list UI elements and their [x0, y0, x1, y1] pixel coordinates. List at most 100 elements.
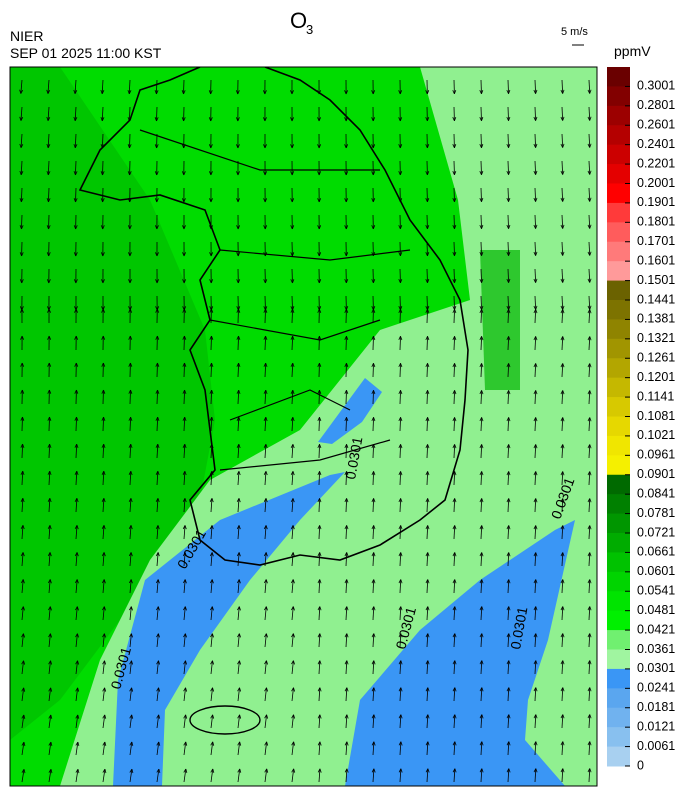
wind-arrow — [508, 215, 509, 229]
wind-arrow — [400, 390, 401, 404]
colorbar-label: 0.0481 — [637, 603, 675, 617]
map — [10, 67, 597, 786]
colorbar-swatch — [607, 125, 630, 145]
wind-arrow — [129, 134, 130, 148]
unit: ppmV — [614, 43, 651, 59]
colorbar-label: 0.1141 — [637, 389, 674, 403]
colorbar-swatch — [607, 203, 630, 223]
colorbar-swatch — [607, 281, 630, 301]
colorbar-label: 0.1021 — [637, 428, 675, 442]
colorbar-swatch — [607, 572, 630, 592]
colorbar-swatch — [607, 630, 630, 650]
colorbar-swatch — [607, 747, 630, 767]
colorbar-swatch — [607, 67, 630, 87]
wind-arrow — [21, 215, 22, 229]
colorbar-label: 0.1081 — [637, 409, 675, 423]
wind-arrow — [508, 107, 509, 121]
wind-arrow — [481, 242, 482, 256]
colorbar-label: 0.0781 — [637, 506, 675, 520]
colorbar-label: 0.1441 — [637, 292, 675, 306]
colorbar-label: 0 — [637, 758, 644, 772]
colorbar-label: 0.2601 — [637, 118, 675, 132]
colorbar-swatch — [607, 222, 630, 242]
wind-arrow — [508, 134, 509, 148]
wind-arrow — [157, 390, 158, 404]
wind-arrow — [454, 269, 455, 283]
colorbar-label: 0.1201 — [637, 370, 675, 384]
colorbar-swatch — [607, 164, 630, 184]
colorbar-label: 0.0421 — [637, 622, 675, 636]
colorbar-swatch — [607, 242, 630, 262]
colorbar-swatch — [607, 455, 630, 475]
colorbar-swatch — [607, 106, 630, 126]
colorbar-swatch — [607, 300, 630, 320]
colorbar-swatch — [607, 378, 630, 398]
source: NIER — [10, 28, 43, 44]
wind-arrow — [400, 417, 401, 431]
colorbar-label: 0.1601 — [637, 253, 675, 267]
colorbar-swatch — [607, 708, 630, 728]
wind-arrow — [481, 215, 482, 229]
colorbar-label: 0.1801 — [637, 215, 675, 229]
wind-arrow — [238, 336, 239, 350]
wind-arrow — [292, 296, 293, 310]
colorbar-swatch — [607, 339, 630, 359]
colorbar-label: 0.2801 — [637, 98, 675, 112]
colorbar-swatch — [607, 727, 630, 747]
datetime: SEP 01 2025 11:00 KST — [10, 45, 162, 61]
colorbar-swatch — [607, 145, 630, 165]
wind-arrow — [400, 363, 401, 377]
colorbar-swatch — [607, 611, 630, 631]
colorbar-label: 0.1321 — [637, 331, 675, 345]
wind-arrow — [481, 188, 482, 202]
colorbar-swatch — [607, 552, 630, 572]
wind-arrow — [319, 417, 320, 431]
colorbar-label: 0.0241 — [637, 681, 675, 695]
colorbar-label: 0.0541 — [637, 584, 675, 598]
wind-arrow — [508, 80, 509, 94]
colorbar-swatch — [607, 261, 630, 281]
wind-arrow — [427, 336, 428, 350]
wind-arrow — [373, 417, 374, 431]
colorbar-label: 0.2401 — [637, 137, 675, 151]
wind-arrow — [508, 161, 509, 175]
colorbar-label: 0.1381 — [637, 312, 675, 326]
colorbar-swatch — [607, 688, 630, 708]
colorbar-swatch — [607, 86, 630, 106]
colorbar-label: 0.1501 — [637, 273, 675, 287]
colorbar-label: 0.0361 — [637, 642, 675, 656]
colorbar-swatch — [607, 436, 630, 456]
colorbar-swatch — [607, 475, 630, 495]
colorbar-swatch — [607, 319, 630, 339]
wind-arrow — [211, 363, 212, 377]
colorbar-swatch — [607, 494, 630, 514]
wind-arrow — [319, 444, 320, 458]
colorbar-swatch — [607, 358, 630, 378]
colorbar-label: 0.0121 — [637, 719, 675, 733]
colorbar-label: 0.2001 — [637, 176, 675, 190]
colorbar-swatch — [607, 184, 630, 204]
colorbar-swatch — [607, 397, 630, 417]
wind-arrow — [427, 363, 428, 377]
wind-arrow — [427, 309, 428, 323]
colorbar-label: 0.0901 — [637, 467, 675, 481]
colorbar-label: 0.1901 — [637, 195, 675, 209]
wind-arrow — [265, 309, 266, 323]
wind-arrow — [49, 417, 50, 431]
wind-arrow — [454, 296, 455, 310]
colorbar-label: 0.1701 — [637, 234, 675, 248]
colorbar-swatch — [607, 533, 630, 553]
colorbar-label: 0.0301 — [637, 661, 675, 675]
wind-arrow — [184, 363, 185, 377]
colorbar-label: 0.0841 — [637, 486, 675, 500]
wind-arrow — [427, 390, 428, 404]
wind-arrow — [481, 269, 482, 283]
title-sub: 3 — [306, 22, 313, 37]
wind-scale: 5 m/s — [561, 26, 588, 38]
colorbar-label: 0.1261 — [637, 351, 675, 365]
colorbar-label: 0.2201 — [637, 156, 675, 170]
colorbar-label: 0.0721 — [637, 525, 675, 539]
wind-arrow — [454, 336, 455, 350]
title: O — [290, 8, 307, 33]
wind-arrow — [481, 296, 482, 310]
